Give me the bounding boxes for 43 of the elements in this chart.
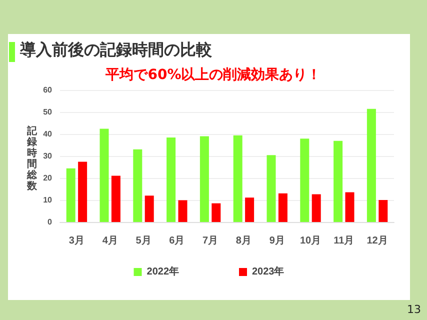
bar [245,198,254,222]
bar [100,128,109,222]
x-tick-label: 7月 [202,236,218,246]
x-tick-label: 5月 [136,236,152,246]
bar [78,162,88,222]
bar [200,136,209,222]
x-tick-label: 11月 [334,236,354,246]
bar [166,138,176,222]
x-tick-label: 10月 [300,236,322,246]
bar [233,135,242,222]
y-tick-label: 40 [43,130,53,138]
bar [178,200,188,222]
y-axis-title: 記録時間総数 [26,126,38,192]
legend-label: 2023年 [252,266,284,278]
bar [66,168,76,222]
x-tick-label: 12月 [366,236,388,246]
y-tick-label: 30 [43,152,53,160]
bar [378,200,388,222]
y-tick-label: 10 [43,196,53,204]
bar [345,192,354,222]
legend-label: 2022年 [146,266,180,278]
bar [111,176,120,222]
x-tick-label: 8月 [236,236,252,246]
text: 13 [407,303,421,316]
x-tick-label: 4月 [102,236,118,246]
chart-title: 導入前後の記録時間の比較 [20,40,212,61]
bar [312,194,321,222]
bar [212,203,221,222]
x-tick-label: 9月 [269,236,285,246]
x-tick-label: 3月 [68,236,84,246]
y-tick-label: 20 [43,174,53,182]
bar [334,140,343,222]
y-tick-label: 50 [43,108,53,116]
y-tick-label: 60 [43,86,53,94]
x-tick-label: 6月 [169,236,185,246]
bar [300,138,310,222]
bar [144,196,154,222]
bar [133,149,142,222]
y-tick-label: 0 [48,218,53,226]
bar [366,108,376,222]
bar [266,155,276,222]
bar [278,193,288,222]
chart-subtitle: 平均で60%以上の削減効果あり！ [104,66,322,84]
